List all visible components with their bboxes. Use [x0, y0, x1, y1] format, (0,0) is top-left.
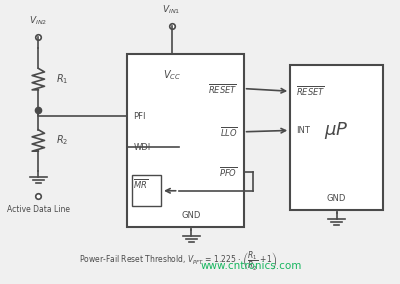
Text: $V_{IN1}$: $V_{IN1}$: [162, 3, 181, 16]
Text: Active Data Line: Active Data Line: [7, 204, 70, 214]
Text: $V_{CC}$: $V_{CC}$: [162, 68, 181, 82]
Text: $V_{IN2}$: $V_{IN2}$: [29, 14, 47, 27]
Text: $\overline{RESET}$: $\overline{RESET}$: [208, 82, 238, 96]
Text: $\overline{PFO}$: $\overline{PFO}$: [219, 164, 238, 179]
Text: $R_1$: $R_1$: [56, 72, 68, 86]
Text: $\overline{LLO}$: $\overline{LLO}$: [220, 125, 238, 139]
Text: Power-Fail Reset Threshold, $V_{PFT}$ = 1.225 $\cdot$ $\left(\dfrac{R_1}{R_2}+1\: Power-Fail Reset Threshold, $V_{PFT}$ = …: [79, 250, 278, 273]
Text: GND: GND: [182, 211, 201, 220]
Text: $\overline{RESET}$: $\overline{RESET}$: [296, 84, 325, 98]
Text: WDI: WDI: [133, 143, 150, 152]
Text: $\overline{MR}$: $\overline{MR}$: [133, 177, 148, 191]
Bar: [290, 65, 383, 210]
Bar: [132, 176, 161, 206]
Text: www.cntronics.com: www.cntronics.com: [201, 262, 302, 272]
Text: GND: GND: [327, 195, 346, 203]
Text: $R_2$: $R_2$: [56, 133, 68, 147]
Text: PFI: PFI: [133, 112, 146, 121]
Text: $\mu P$: $\mu P$: [324, 120, 349, 141]
Bar: [128, 54, 244, 227]
Text: INT: INT: [296, 126, 310, 135]
